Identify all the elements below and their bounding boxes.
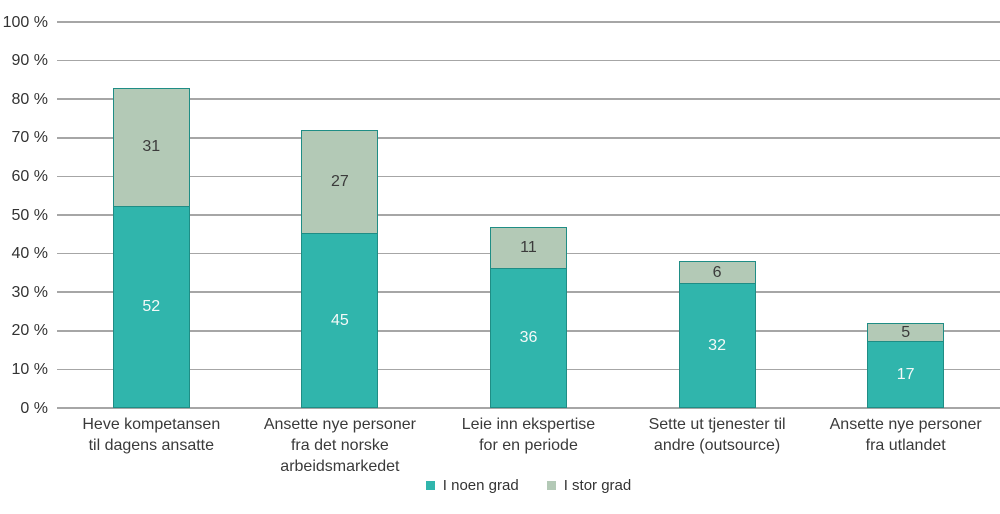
legend-swatch-icon xyxy=(546,481,556,490)
gridline xyxy=(57,98,1000,100)
bar-segment-i-stor-grad: 11 xyxy=(489,226,567,270)
bar-value-label: 45 xyxy=(330,311,349,329)
y-axis-tick-label: 60 % xyxy=(11,167,48,185)
bar-value-label: 52 xyxy=(142,298,161,316)
bar-value-label: 6 xyxy=(712,263,722,281)
bar-value-label: 36 xyxy=(519,329,538,347)
bar-1: 27 45 xyxy=(301,130,379,408)
gridline xyxy=(57,175,1000,178)
bar-value-label: 5 xyxy=(901,323,911,341)
bars-container: 31 52 27 45 11 36 6 32 5 17 xyxy=(57,22,1000,408)
legend-item-i-noen-grad: I noen grad xyxy=(425,477,519,494)
y-axis-tick-label: 20 % xyxy=(11,322,48,340)
bar-value-label: 31 xyxy=(142,138,161,156)
bar-segment-i-stor-grad: 31 xyxy=(112,87,190,208)
gridline xyxy=(57,407,1000,409)
bar-segment-i-noen-grad: 17 xyxy=(867,342,945,408)
y-axis-tick-label: 90 % xyxy=(11,52,48,70)
bar-value-label: 11 xyxy=(520,238,537,256)
legend: I noen grad I stor grad xyxy=(57,477,1000,494)
x-axis-category-label: Leie inn ekspertise for en periode xyxy=(461,416,596,454)
bar-segment-i-noen-grad: 45 xyxy=(301,234,379,408)
bar-segment-i-noen-grad: 52 xyxy=(112,207,190,408)
bar-2: 11 36 xyxy=(489,226,567,408)
legend-label: I noen grad xyxy=(442,477,519,494)
y-axis-tick-label: 80 % xyxy=(11,90,48,108)
x-axis-category-label: Heve kompetansen til dagens ansatte xyxy=(82,416,221,454)
y-axis-tick-label: 10 % xyxy=(11,360,48,378)
bar-value-label: 17 xyxy=(896,365,915,383)
x-axis-category-label: Ansette nye personer fra det norske arbe… xyxy=(263,416,416,475)
y-axis-tick-label: 30 % xyxy=(11,283,48,301)
legend-label: I stor grad xyxy=(563,477,632,494)
bar-segment-i-stor-grad: 6 xyxy=(678,261,756,285)
bar-0: 31 52 xyxy=(112,87,190,408)
bar-segment-i-stor-grad: 5 xyxy=(867,323,945,343)
bar-segment-i-noen-grad: 32 xyxy=(678,284,756,408)
legend-item-i-stor-grad: I stor grad xyxy=(546,477,632,494)
bar-value-label: 27 xyxy=(330,173,349,191)
bar-segment-i-noen-grad: 36 xyxy=(489,269,567,408)
x-axis-category-label: Sette ut tjenester til andre (outsource) xyxy=(648,416,786,454)
gridline xyxy=(57,59,1000,62)
plot-area: 31 52 27 45 11 36 6 32 5 17 xyxy=(57,21,1000,409)
legend-swatch-icon xyxy=(425,481,435,490)
y-axis-tick-label: 70 % xyxy=(11,129,48,147)
y-axis-tick-label: 40 % xyxy=(11,245,48,263)
x-axis-labels: Heve kompetansen til dagens ansatte Anset… xyxy=(57,414,1000,477)
bar-3: 6 32 xyxy=(678,261,756,408)
y-axis-tick-label: 100 % xyxy=(2,13,48,31)
y-axis-tick-label: 50 % xyxy=(11,206,48,224)
y-axis: 0 % 10 % 20 % 30 % 40 % 50 % 60 % 70 % 80 % 90 % 1… xyxy=(0,0,48,514)
y-axis-tick-label: 0 % xyxy=(20,399,48,417)
bar-segment-i-stor-grad: 27 xyxy=(301,130,379,235)
gridline xyxy=(57,137,1000,139)
bar-value-label: 32 xyxy=(708,336,726,354)
gridline xyxy=(57,214,1000,216)
x-axis-category-label: Ansette nye personer fra utlandet xyxy=(829,416,982,454)
gridline xyxy=(57,21,1000,23)
bar-4: 5 17 xyxy=(867,323,945,408)
